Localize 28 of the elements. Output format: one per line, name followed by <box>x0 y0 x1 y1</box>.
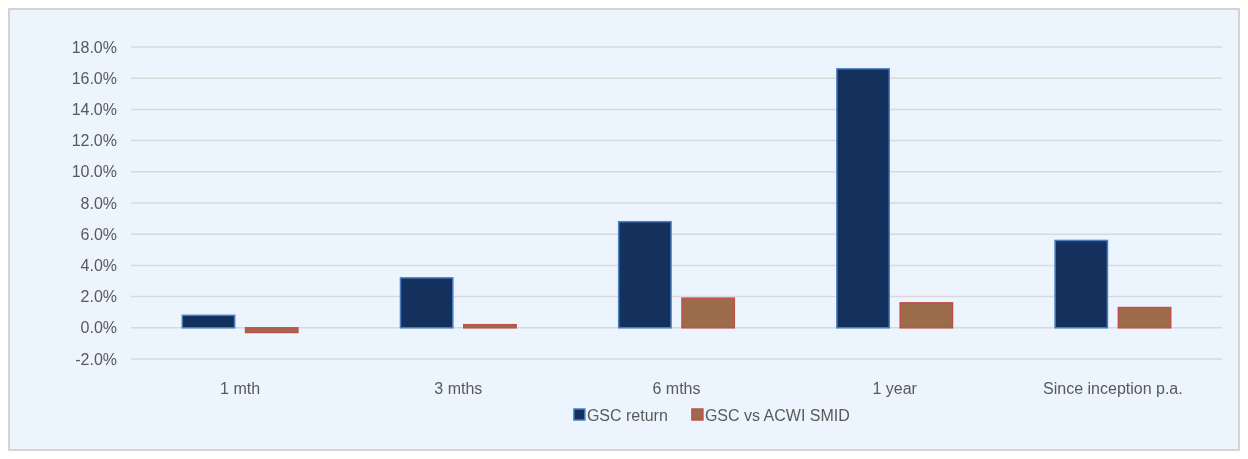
y-tick-label: 10.0% <box>71 163 117 181</box>
legend-label: GSC return <box>586 406 668 424</box>
y-tick-label: 8.0% <box>80 194 117 212</box>
bar <box>181 314 236 329</box>
x-tick-label: 1 mth <box>220 380 261 397</box>
bar <box>244 327 299 334</box>
x-tick-label: 3 mths <box>434 380 483 397</box>
bar <box>899 302 954 329</box>
y-tick-label: -2.0% <box>75 350 117 368</box>
y-tick-label: 18.0% <box>71 38 117 56</box>
bar <box>463 323 517 329</box>
y-tick-label: 12.0% <box>71 132 117 150</box>
y-tick-label: 14.0% <box>71 101 117 118</box>
bar <box>399 277 454 329</box>
bar <box>1117 306 1172 329</box>
x-tick-label: 6 mths <box>652 380 701 397</box>
x-tick-label: 1 year <box>872 380 918 397</box>
bar <box>1054 239 1109 329</box>
bar <box>617 220 672 329</box>
y-tick-label: 2.0% <box>80 288 117 306</box>
y-tick-label: 6.0% <box>80 225 117 243</box>
y-tick-label: 0.0% <box>80 319 117 337</box>
legend-label: GSC vs ACWI SMID <box>704 406 850 424</box>
y-tick-label: 16.0% <box>71 69 117 87</box>
x-tick-label: Since inception p.a. <box>1043 380 1183 397</box>
bar <box>836 68 890 329</box>
y-tick-label: 4.0% <box>80 257 117 274</box>
bar <box>681 297 736 329</box>
